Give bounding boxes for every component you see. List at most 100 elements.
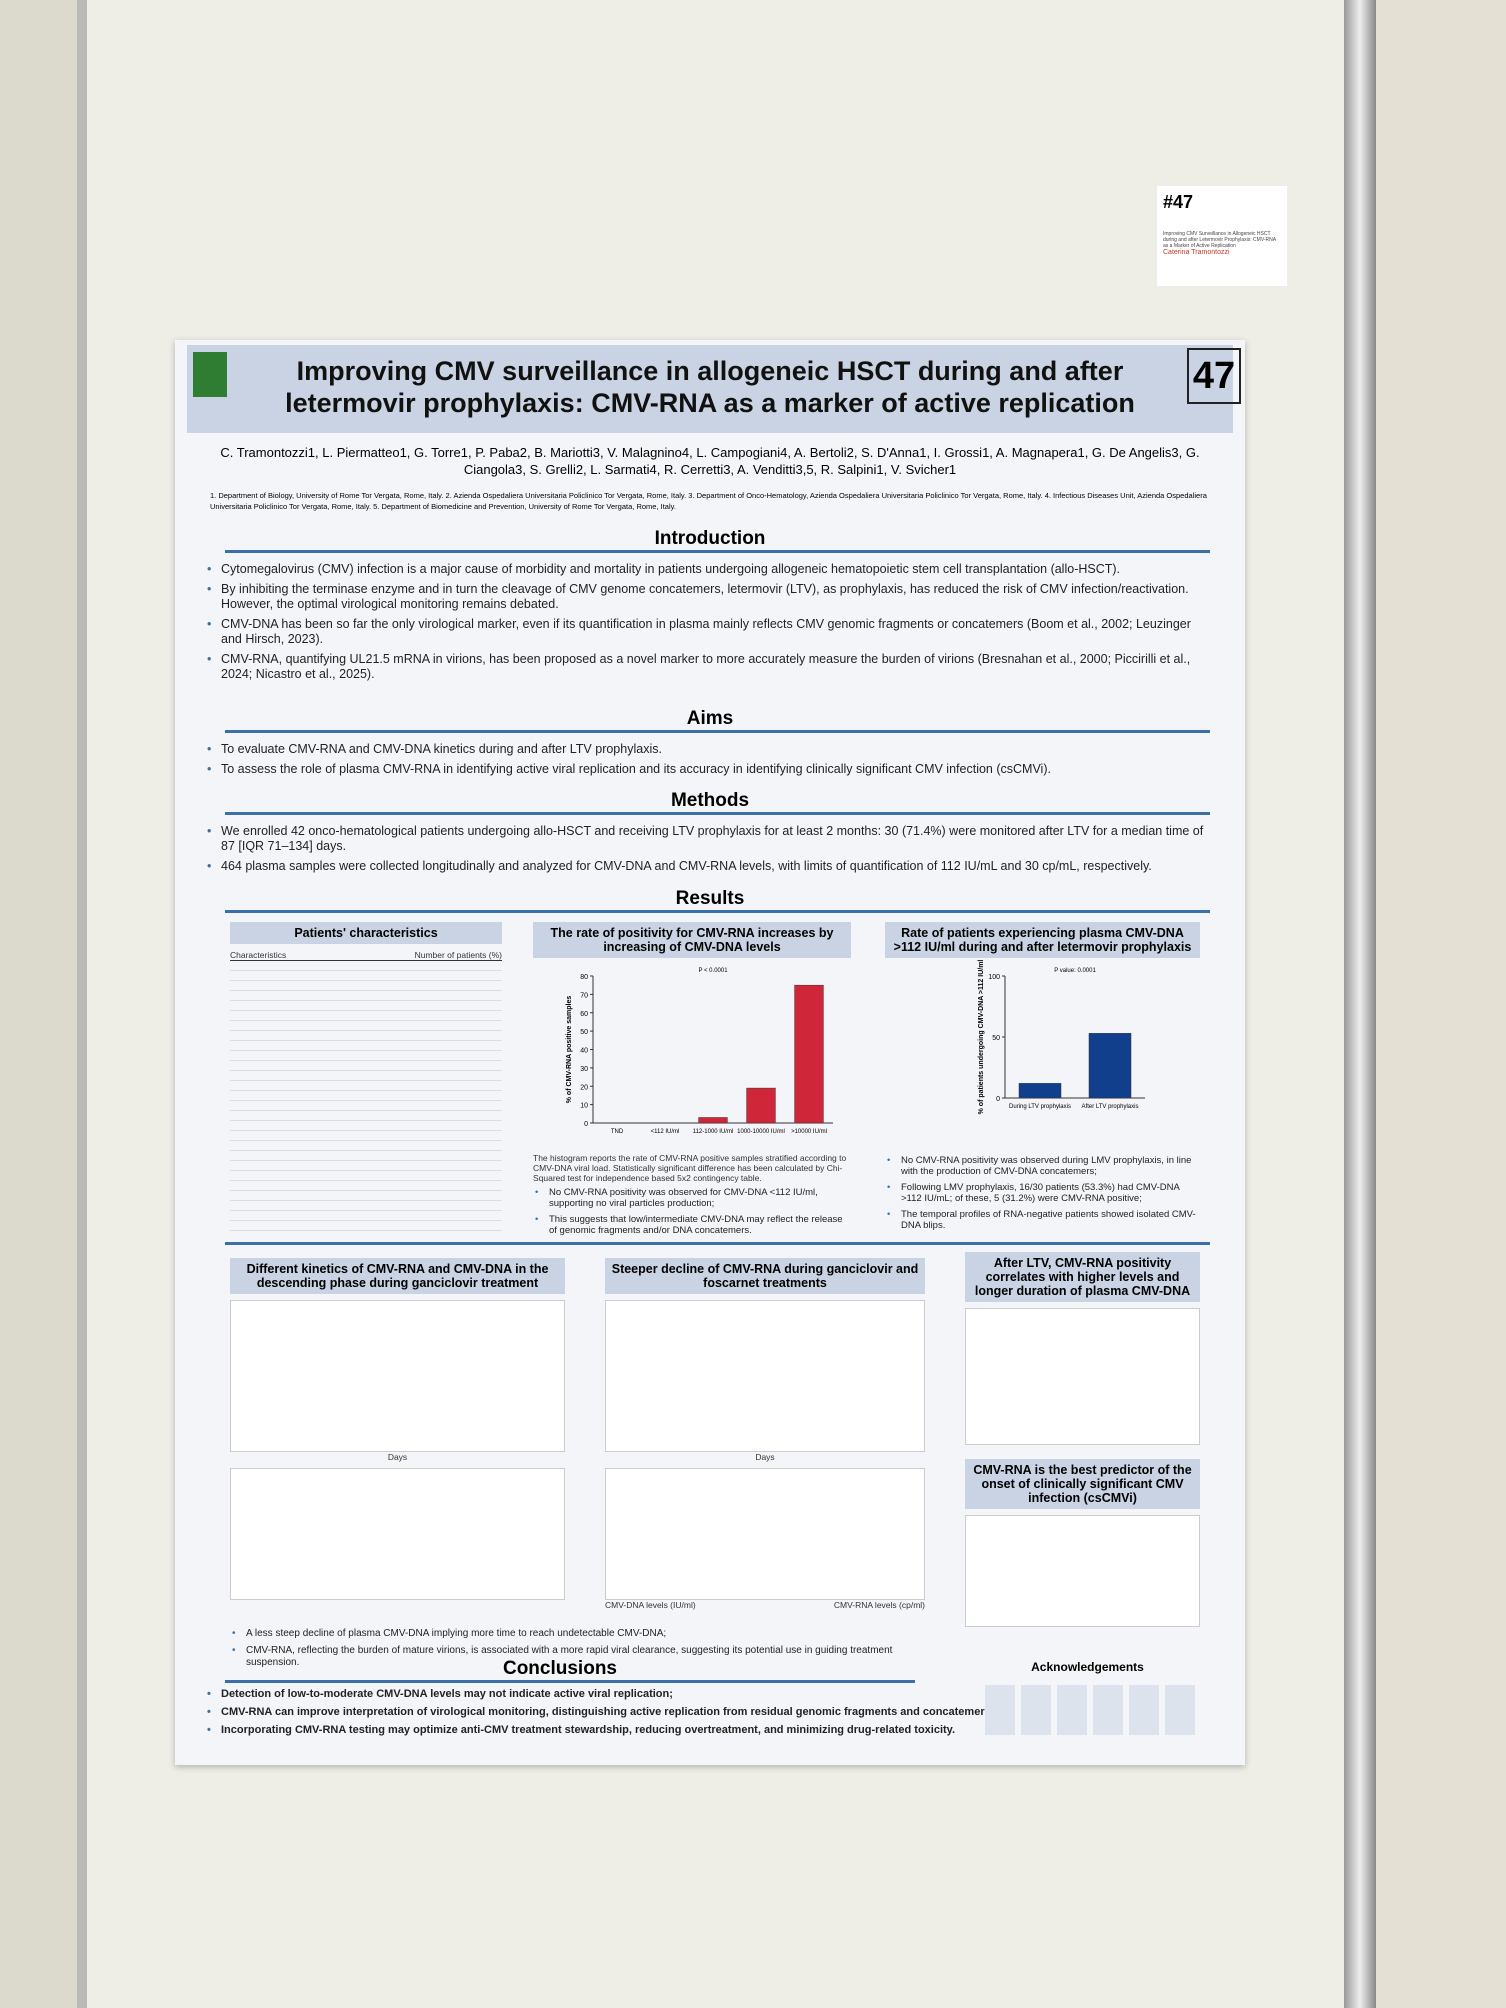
bullet: 464 plasma samples were collected longit… [205, 859, 1210, 874]
bullet: CMV-RNA, reflecting the burden of mature… [230, 1645, 945, 1669]
bullet: Cytomegalovirus (CMV) infection is a maj… [205, 562, 1210, 577]
y-tick-label: 100 [988, 974, 1000, 981]
bullet: To evaluate CMV-RNA and CMV-DNA kinetics… [205, 742, 1210, 757]
y-tick-label: 60 [580, 1011, 588, 1018]
panel-title: Different kinetics of CMV-RNA and CMV-DN… [230, 1258, 565, 1294]
bar [746, 1087, 776, 1124]
after-panel: After LTV, CMV-RNA positivity correlates… [965, 1252, 1200, 1627]
bullet: The temporal profiles of RNA-negative pa… [885, 1209, 1200, 1231]
bar-chart: 0 10 20 30 40 50 60 70 80 % of CMV-RNA positive s… [566, 968, 833, 1135]
y-axis-label: % of patients undergoing CMV-DNA >112 IU… [978, 960, 985, 1115]
panel-title: Steeper decline of CMV-RNA during gancic… [605, 1258, 925, 1294]
bullets: We enrolled 42 onco-hematological patien… [205, 824, 1210, 879]
pole [1344, 0, 1376, 2008]
y-tick-label: 70 [580, 992, 588, 999]
axis-label: Days [755, 1452, 775, 1462]
rule [225, 1680, 915, 1683]
kinetics-panel: Different kinetics of CMV-RNA and CMV-DN… [230, 1258, 565, 1600]
bullets: Cytomegalovirus (CMV) infection is a maj… [205, 562, 1210, 687]
y-axis-label: % of CMV-RNA positive samples [566, 996, 573, 1104]
acknowledgements-heading: Acknowledgements [1031, 1660, 1144, 1674]
x-tick-label: 1000-10000 IU/ml [737, 1129, 785, 1135]
y-tick-label: 0 [996, 1096, 1000, 1103]
caption: The histogram reports the rate of CMV-RN… [533, 1153, 847, 1183]
wall [1376, 0, 1506, 2008]
axis-label: CMV-DNA levels (IU/ml) [605, 1600, 696, 1610]
bullet: Incorporating CMV-RNA testing may optimi… [205, 1724, 995, 1737]
section-heading: Introduction [654, 528, 766, 549]
panel-title: CMV-RNA is the best predictor of the ons… [965, 1459, 1200, 1509]
title-band [187, 345, 1233, 433]
x-tick-label: TND [611, 1129, 624, 1135]
bullet: CMV-RNA can improve interpretation of vi… [205, 1706, 995, 1719]
bullet: This suggests that low/intermediate CMV-… [533, 1214, 851, 1236]
bullet: To assess the role of plasma CMV-RNA in … [205, 762, 1210, 777]
x-tick-label: 112-1000 IU/ml [693, 1129, 734, 1135]
foscarnet-panel: Steeper decline of CMV-RNA during gancic… [605, 1258, 925, 1610]
bullet: CMV-DNA has been so far the only virolog… [205, 617, 1210, 647]
sponsor-logos [985, 1685, 1195, 1735]
ltv-panel: Rate of patients experiencing plasma CMV… [885, 922, 1200, 1236]
card-author: Caterina Tramontozzi [1163, 249, 1230, 256]
bullets: To evaluate CMV-RNA and CMV-DNA kinetics… [205, 742, 1210, 782]
affiliations: 1. Department of Biology, University of … [210, 491, 1207, 511]
bar [794, 984, 824, 1124]
bar [1018, 1083, 1062, 1099]
y-tick-label: 40 [580, 1048, 588, 1055]
line-plot [230, 1468, 565, 1600]
title: letermovir prophylaxis: CMV-RNA as a mar… [285, 388, 1135, 418]
box-plot [965, 1308, 1200, 1445]
bullets: No CMV-RNA positivity was observed for C… [533, 1187, 851, 1236]
rule [225, 910, 1210, 913]
x-tick-label: <112 IU/ml [651, 1129, 680, 1135]
bullet: Detection of low-to-moderate CMV-DNA lev… [205, 1688, 995, 1701]
section-heading: Conclusions [502, 1658, 617, 1679]
bullet: Following LMV prophylaxis, 16/30 patient… [885, 1182, 1200, 1204]
p-value: P < 0.0001 [698, 968, 728, 974]
positivity-panel: The rate of positivity for CMV-RNA incre… [533, 922, 851, 1241]
bullets: Detection of low-to-moderate CMV-DNA lev… [205, 1688, 995, 1742]
bullets: A less steep decline of plasma CMV-DNA i… [230, 1628, 945, 1674]
y-tick-label: 0 [584, 1121, 588, 1128]
bullets: No CMV-RNA positivity was observed durin… [885, 1155, 1200, 1231]
authors: C. Tramontozzi1, L. Piermatteo1, G. Torr… [220, 445, 1200, 477]
line-plot [605, 1300, 925, 1452]
y-tick-label: 50 [992, 1035, 1000, 1042]
x-tick-label: During LTV prophylaxis [1009, 1104, 1071, 1110]
y-tick-label: 10 [580, 1103, 588, 1110]
bullet: A less steep decline of plasma CMV-DNA i… [230, 1628, 945, 1640]
panel-title: Rate of patients experiencing plasma CMV… [885, 922, 1200, 958]
rule [225, 812, 1210, 815]
x-tick-label: >10000 IU/ml [791, 1129, 827, 1135]
line-plot [230, 1300, 565, 1452]
y-tick-label: 50 [580, 1029, 588, 1036]
bullet: By inhibiting the terminase enzyme and i… [205, 582, 1210, 612]
card-title: Improving CMV Surveillance in Allogeneic… [1163, 231, 1276, 249]
panel-title: After LTV, CMV-RNA positivity correlates… [965, 1252, 1200, 1302]
bullet: We enrolled 42 onco-hematological patien… [205, 824, 1210, 854]
panel-title: The rate of positivity for CMV-RNA incre… [533, 922, 851, 958]
p-value: P value: 0.0001 [1054, 968, 1096, 974]
section-heading: Results [675, 888, 745, 909]
card-number: #47 [1163, 192, 1194, 212]
y-tick-label: 30 [580, 1066, 588, 1073]
x-tick-label: After LTV prophylaxis [1082, 1104, 1139, 1110]
y-tick-label: 20 [580, 1084, 588, 1091]
line-plot [605, 1468, 925, 1600]
table-body [230, 961, 502, 1231]
table-panel: Patients' characteristics Characteristic… [230, 922, 502, 1231]
poster: 47 Improving CMV surveillance in allogen… [175, 340, 1245, 1765]
bullet: No CMV-RNA positivity was observed for C… [533, 1187, 851, 1209]
axis-label: Days [387, 1452, 408, 1462]
bar [1088, 1033, 1132, 1099]
table-head: Characteristics [230, 950, 287, 960]
panel-title: Patients' characteristics [230, 922, 502, 944]
rule [225, 550, 1210, 553]
bar-chart: 0 50 100% of patients undergoing CMV-DNA >… [978, 960, 1145, 1115]
poster-card: #47 Improving CMV Surveillance in Alloge… [1157, 186, 1287, 286]
bar-plot [965, 1515, 1200, 1627]
bullet: CMV-RNA, quantifying UL21.5 mRNA in viri… [205, 652, 1210, 682]
title: Improving CMV surveillance in allogeneic… [296, 356, 1124, 386]
bar [698, 1117, 728, 1124]
